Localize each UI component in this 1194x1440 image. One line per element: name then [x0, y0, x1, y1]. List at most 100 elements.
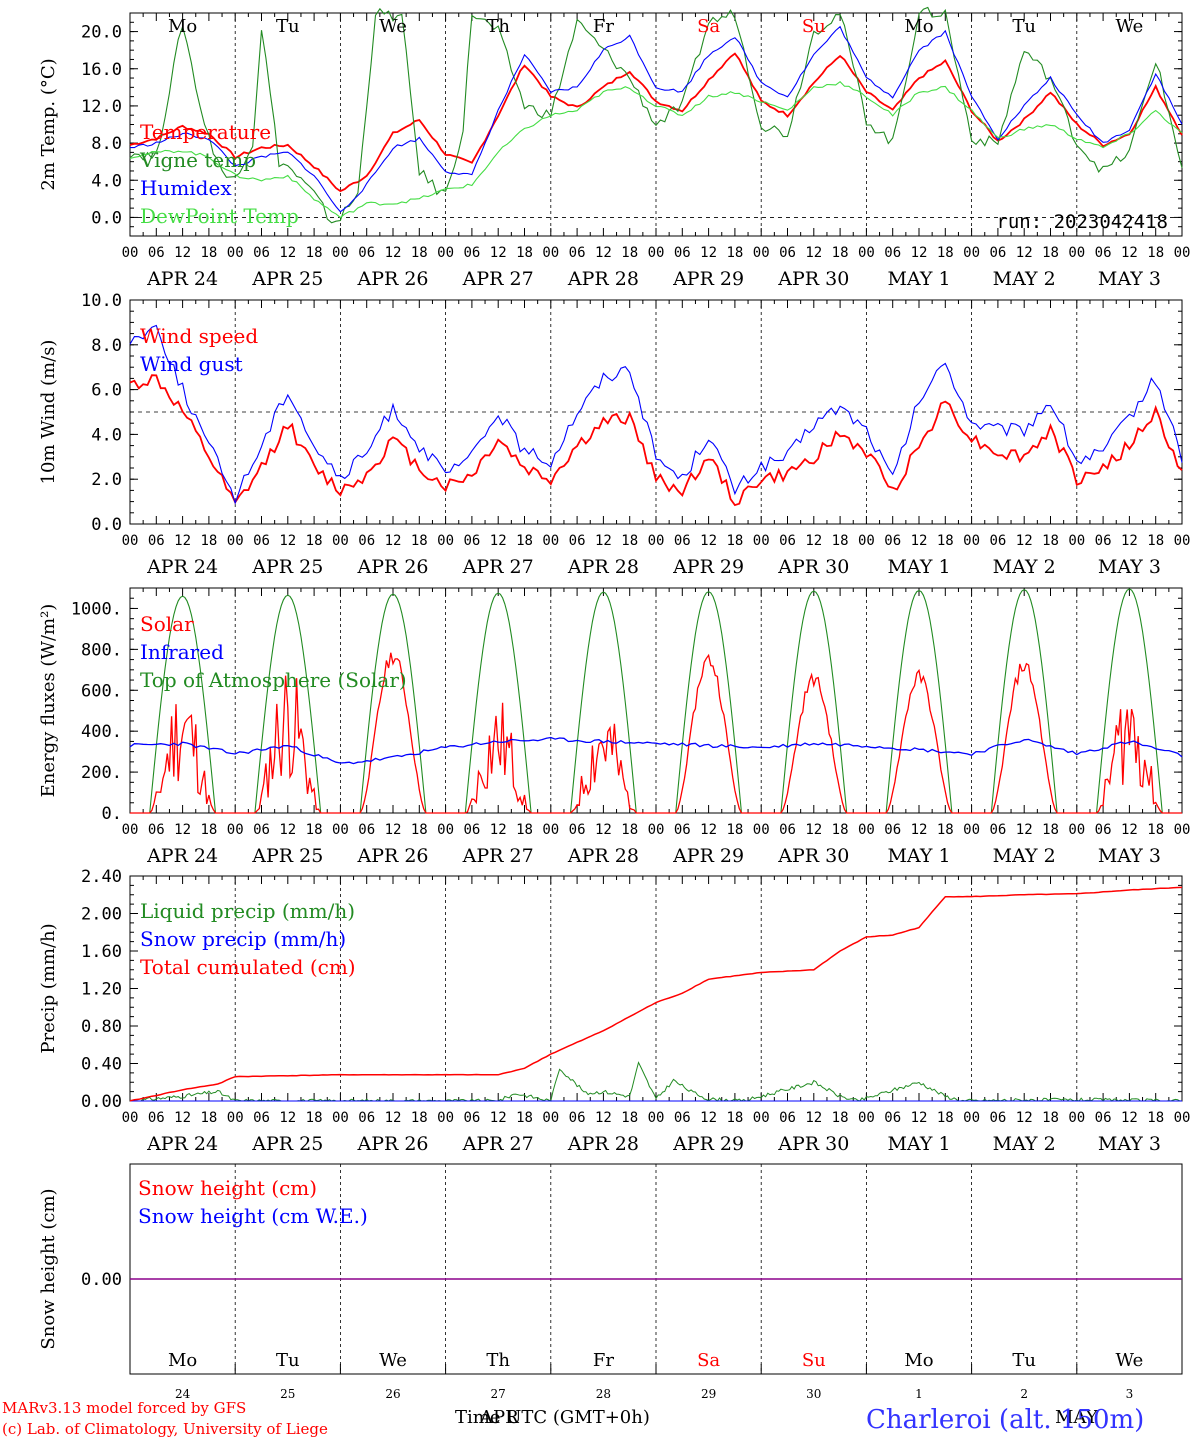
date-label: APR 26 — [356, 556, 428, 578]
day-number-label: 25 — [280, 1387, 295, 1401]
hour-tick-label: 00 — [227, 1110, 244, 1126]
legend-entry: Snow height (cm W.E.) — [138, 1204, 368, 1228]
month-label-apr: APR — [479, 1407, 519, 1428]
legend-entry: Vigne temp — [139, 148, 256, 172]
hour-tick-label: 18 — [411, 822, 428, 838]
weekday-label: We — [379, 1350, 407, 1371]
date-label: APR 27 — [462, 556, 534, 578]
y-tick-label: 16.0 — [81, 60, 122, 80]
legend-entry: DewPoint Temp — [140, 204, 299, 228]
hour-tick-label: 18 — [832, 822, 849, 838]
hour-tick-label: 12 — [490, 245, 507, 261]
hour-tick-label: 00 — [858, 533, 875, 549]
hour-tick-label: 12 — [1121, 1110, 1138, 1126]
weekday-label: Th — [486, 1350, 510, 1371]
hour-tick-label: 06 — [358, 822, 375, 838]
hour-tick-label: 12 — [700, 533, 717, 549]
hour-tick-label: 18 — [832, 245, 849, 261]
y-tick-label: 8.0 — [91, 336, 122, 356]
weekday-label: Fr — [593, 1350, 614, 1371]
hour-tick-label: 12 — [279, 1110, 296, 1126]
date-label: MAY 3 — [1098, 1133, 1161, 1155]
date-label: APR 26 — [356, 1133, 428, 1155]
hour-tick-label: 18 — [411, 245, 428, 261]
y-tick-label: 10.0 — [81, 291, 122, 311]
hour-tick-label: 18 — [516, 533, 533, 549]
hour-tick-label: 00 — [542, 533, 559, 549]
hour-tick-label: 18 — [937, 822, 954, 838]
y-tick-label: 600. — [81, 681, 122, 701]
weekday-label: Tu — [276, 1350, 300, 1371]
hour-tick-label: 00 — [858, 245, 875, 261]
hour-tick-label: 12 — [385, 245, 402, 261]
hour-tick-label: 18 — [1147, 822, 1164, 838]
hour-tick-label: 12 — [279, 533, 296, 549]
date-label: APR 30 — [777, 268, 849, 290]
weekday-label: Mo — [904, 16, 933, 37]
y-tick-label: 1000. — [71, 599, 122, 619]
hour-tick-label: 12 — [595, 1110, 612, 1126]
hour-tick-label: 18 — [516, 1110, 533, 1126]
hour-tick-label: 12 — [805, 533, 822, 549]
y-tick-label: 0. — [102, 804, 122, 824]
hour-tick-label: 00 — [753, 1110, 770, 1126]
hour-tick-label: 06 — [358, 533, 375, 549]
series-line-vigne-temp — [129, 6, 1183, 224]
weekday-label: We — [1116, 1350, 1144, 1371]
hour-tick-label: 12 — [385, 533, 402, 549]
panel-4: 00 06 12 18 APR 24 00 06 12 18 APR 25 00 06 12 18 APR … — [38, 867, 1190, 1155]
y-tick-label: 0.00 — [81, 1270, 122, 1290]
y-tick-label: 0.80 — [81, 1017, 122, 1037]
hour-tick-label: 06 — [674, 245, 691, 261]
hour-tick-label: 18 — [937, 245, 954, 261]
y-tick-label: 400. — [81, 722, 122, 742]
hour-tick-label: 18 — [1147, 1110, 1164, 1126]
date-label: MAY 2 — [993, 845, 1056, 867]
date-label: APR 28 — [567, 1133, 639, 1155]
legend-entry: Snow height (cm) — [138, 1176, 317, 1200]
y-tick-label: 2.0 — [91, 470, 122, 490]
day-number-label: 2 — [1020, 1387, 1028, 1401]
y-tick-label: 12.0 — [81, 97, 122, 117]
hour-tick-label: 00 — [122, 245, 139, 261]
date-label: APR 24 — [146, 556, 218, 578]
weekday-label: Su — [802, 16, 826, 37]
hour-tick-label: 12 — [595, 822, 612, 838]
hour-tick-label: 18 — [1042, 1110, 1059, 1126]
hour-tick-label: 06 — [1095, 245, 1112, 261]
date-label: APR 29 — [672, 1133, 744, 1155]
hour-tick-label: 12 — [1121, 822, 1138, 838]
hour-tick-label: 12 — [911, 245, 928, 261]
hour-tick-label: 06 — [1095, 822, 1112, 838]
hour-tick-label: 00 — [963, 245, 980, 261]
hour-tick-label: 18 — [621, 1110, 638, 1126]
hour-tick-label: 06 — [779, 533, 796, 549]
weekday-label: Tu — [1012, 1350, 1036, 1371]
hour-tick-label: 06 — [989, 822, 1006, 838]
y-tick-label: 0.40 — [81, 1055, 122, 1075]
series-line-temperature — [129, 52, 1183, 193]
hour-tick-label: 18 — [726, 822, 743, 838]
day-number-label: 27 — [491, 1387, 506, 1401]
date-label: MAY 3 — [1098, 556, 1161, 578]
y-tick-label: 4.0 — [91, 171, 122, 191]
date-label: APR 26 — [356, 268, 428, 290]
date-label: MAY 2 — [993, 1133, 1056, 1155]
date-label: APR 28 — [567, 556, 639, 578]
hour-tick-label: 00 — [648, 245, 665, 261]
day-number-label: 1 — [915, 1387, 923, 1401]
date-label: APR 30 — [777, 845, 849, 867]
hour-tick-label: 18 — [1042, 822, 1059, 838]
hour-tick-label: 12 — [385, 822, 402, 838]
legend-entry: Temperature — [140, 120, 271, 144]
hour-tick-label: 18 — [1147, 533, 1164, 549]
hour-tick-label: 00 — [122, 533, 139, 549]
series-line-wind-gust — [129, 324, 1183, 505]
date-label: APR 28 — [567, 268, 639, 290]
hour-tick-label: 12 — [700, 1110, 717, 1126]
hour-tick-label: 06 — [569, 245, 586, 261]
date-label: APR 29 — [672, 556, 744, 578]
hour-tick-label: 12 — [1016, 822, 1033, 838]
legend-entry: Snow precip (mm/h) — [140, 927, 346, 951]
hour-tick-label: 00 — [332, 245, 349, 261]
